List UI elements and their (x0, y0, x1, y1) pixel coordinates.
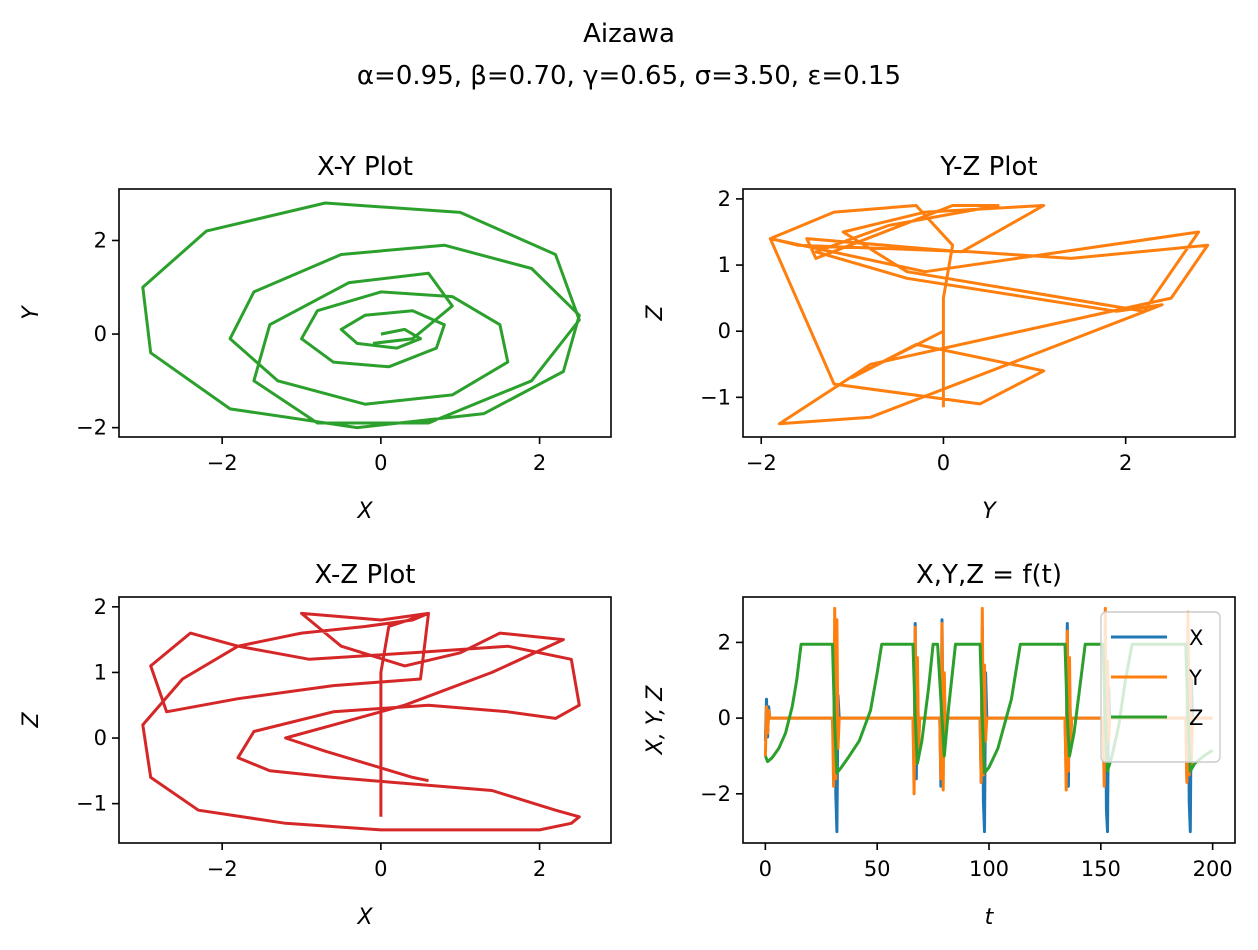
y-tick-label: 2 (718, 630, 731, 654)
x-tick-label: −2 (207, 857, 238, 881)
x-axis-label: X (356, 905, 373, 930)
x-tick-label: 0 (759, 857, 772, 881)
figure-title: Aizawa (583, 19, 675, 49)
x-tick-label: 2 (1119, 451, 1132, 475)
x-tick-label: 150 (1081, 857, 1121, 881)
x-tick-label: 0 (937, 451, 950, 475)
x-axis-label: Y (982, 499, 997, 524)
x-tick-label: −2 (207, 451, 238, 475)
subplot-title: Y-Z Plot (939, 152, 1037, 182)
y-tick-label: 1 (94, 660, 107, 684)
x-tick-label: 200 (1193, 857, 1233, 881)
y-axis-label: Z (643, 305, 668, 322)
subplot-title: X,Y,Z = f(t) (916, 560, 1062, 590)
subplot-title: X-Z Plot (315, 560, 416, 590)
y-tick-label: 0 (94, 322, 107, 346)
axes-frame (118, 596, 612, 844)
y-tick-label: −1 (76, 792, 107, 816)
x-tick-label: 0 (374, 451, 387, 475)
series-line (141, 611, 581, 832)
y-tick-label: −2 (76, 416, 107, 440)
y-tick-label: 2 (94, 228, 107, 252)
axes-frame (118, 188, 612, 438)
legend-box (1100, 611, 1221, 763)
y-tick-label: −2 (700, 782, 731, 806)
axes-frame (742, 188, 1236, 438)
y-tick-label: 0 (94, 726, 107, 750)
x-axis-label: t (985, 905, 995, 930)
figure-subtitle: α=0.95, β=0.70, γ=0.65, σ=3.50, ε=0.15 (356, 61, 902, 91)
y-tick-label: 2 (94, 595, 107, 619)
y-tick-label: 1 (718, 253, 731, 277)
y-tick-label: 0 (718, 706, 731, 730)
legend-label: X (1189, 626, 1203, 650)
x-tick-label: 50 (864, 857, 891, 881)
x-axis-label: X (356, 499, 373, 524)
x-tick-label: 0 (374, 857, 387, 881)
x-tick-label: 2 (533, 857, 546, 881)
y-axis-label: Z (19, 712, 44, 729)
subplot-title: X-Y Plot (317, 152, 413, 182)
series-line (768, 204, 1210, 426)
y-axis-label: X, Y, Z (643, 685, 668, 756)
y-axis-label: Y (19, 305, 44, 320)
y-tick-label: −1 (700, 385, 731, 409)
y-tick-label: 2 (718, 187, 731, 211)
series-line (141, 201, 581, 430)
x-tick-label: −2 (746, 451, 777, 475)
y-tick-label: 0 (718, 319, 731, 343)
legend-label: Z (1189, 706, 1203, 730)
x-tick-label: 100 (969, 857, 1009, 881)
x-tick-label: 2 (533, 451, 546, 475)
legend-label: Y (1188, 666, 1202, 690)
